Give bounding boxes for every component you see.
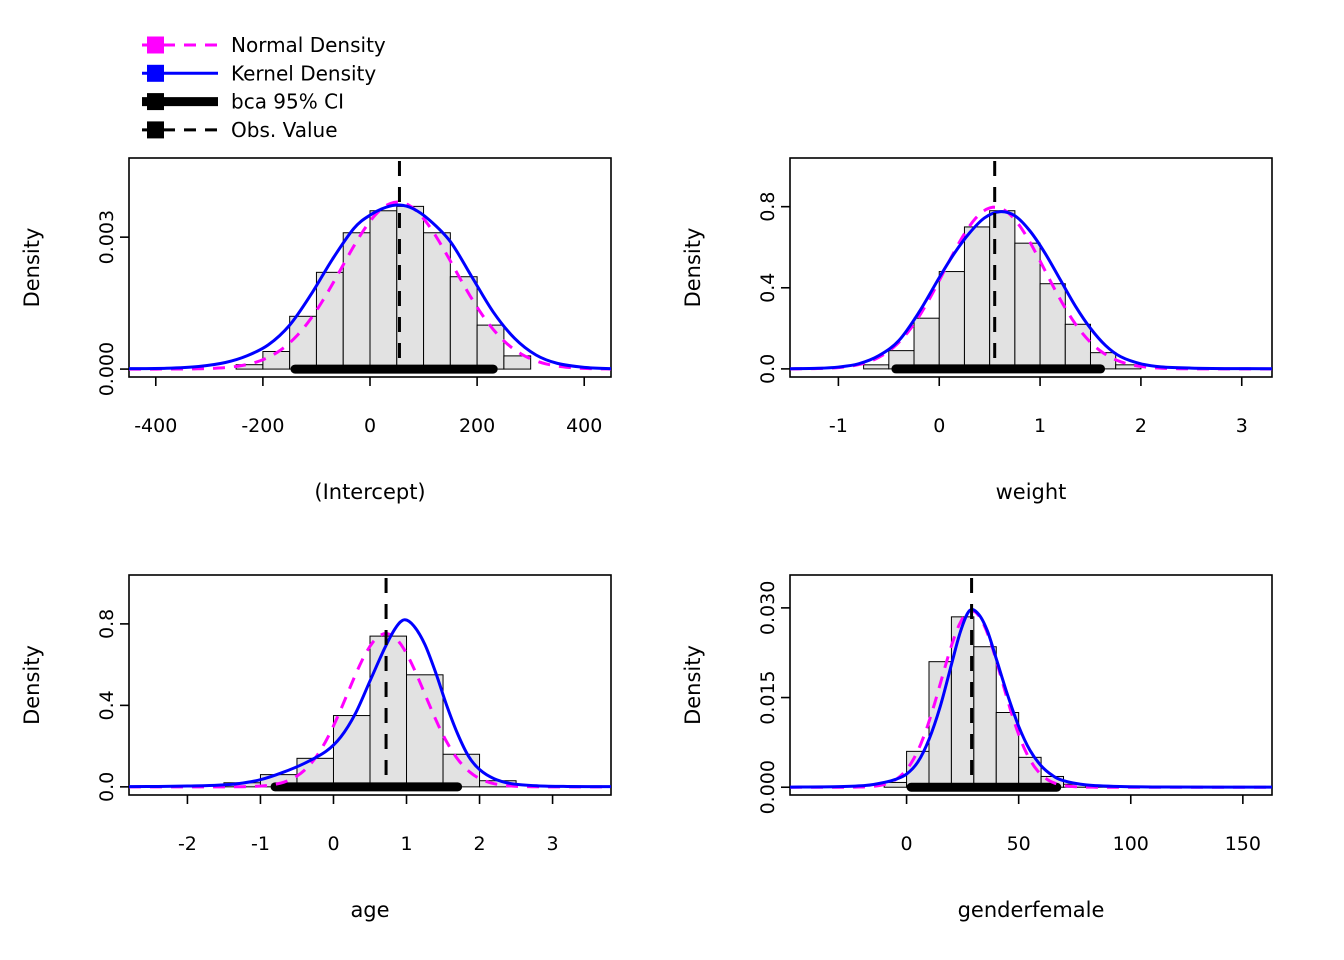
x-tick-label: 3 — [1236, 415, 1248, 437]
histogram — [235, 205, 532, 370]
x-tick-label: -1 — [829, 415, 848, 437]
ci-swatch — [147, 93, 164, 111]
kernel-density-curve — [789, 210, 1273, 371]
y-tick-label: 0.0 — [96, 772, 118, 802]
panel-genderfemale: 0 50 100 150 genderfemale 0.000 0.015 0.030 Dens… — [681, 574, 1273, 922]
y-axis-title: Density — [20, 228, 44, 308]
y-axis: 0.0 0.4 0.8 Density — [681, 192, 790, 384]
histogram — [863, 210, 1142, 370]
x-tick-label: 0 — [327, 833, 339, 855]
y-tick-label: 0.8 — [96, 609, 118, 639]
x-tick-label: 2 — [1135, 415, 1147, 437]
kernel-density-curve — [128, 618, 612, 789]
x-axis-title: weight — [996, 480, 1067, 504]
x-tick-label: -400 — [134, 415, 177, 437]
x-tick-label: 100 — [1113, 833, 1149, 855]
x-tick-label: 1 — [400, 833, 412, 855]
hist-bar — [369, 210, 398, 370]
legend-label: Kernel Density — [231, 61, 376, 85]
y-tick-label: 0.003 — [96, 210, 118, 264]
x-tick-label: -200 — [241, 415, 284, 437]
x-axis: 0 50 100 150 genderfemale — [901, 795, 1261, 922]
hist-bar — [369, 635, 408, 788]
y-axis: 0.000 0.015 0.030 Density — [681, 581, 790, 814]
hist-bar — [938, 271, 965, 370]
y-axis-title: Density — [681, 228, 705, 308]
x-axis-title: (Intercept) — [314, 480, 425, 504]
y-axis-title: Density — [20, 645, 44, 725]
hist-bar — [449, 276, 478, 370]
histogram — [223, 635, 517, 788]
x-axis-title: age — [350, 898, 389, 922]
x-tick-label: 400 — [566, 415, 602, 437]
hist-bar — [406, 674, 444, 788]
x-tick-label: 50 — [1007, 833, 1031, 855]
y-tick-label: 0.015 — [757, 670, 779, 724]
hist-bar — [973, 646, 997, 788]
x-tick-label: 150 — [1225, 833, 1261, 855]
x-tick-label: 200 — [459, 415, 495, 437]
hist-bar — [863, 364, 890, 370]
y-tick-label: 0.0 — [757, 354, 779, 384]
y-tick-label: 0.000 — [96, 342, 118, 396]
x-tick-label: 0 — [364, 415, 376, 437]
kernel-density-curve — [789, 608, 1273, 789]
legend: Normal Density Kernel Density bca 95% CI Ob… — [142, 33, 386, 142]
legend-label: Obs. Value — [231, 118, 338, 142]
y-axis-title: Density — [681, 645, 705, 725]
plot-box — [128, 574, 612, 796]
hist-bar — [913, 317, 940, 370]
hist-bar — [989, 210, 1016, 370]
hist-bar — [995, 712, 1020, 788]
x-tick-label: 2 — [473, 833, 485, 855]
normal-density-curve — [789, 205, 1272, 371]
x-tick-label: -2 — [178, 833, 197, 855]
y-tick-label: 0.4 — [96, 690, 118, 720]
plot-box — [789, 157, 1273, 378]
x-tick-label: 3 — [547, 833, 559, 855]
hist-bar — [342, 232, 371, 370]
x-tick-label: -1 — [251, 833, 270, 855]
y-tick-label: 0.030 — [757, 581, 779, 635]
hist-bar — [1014, 242, 1041, 370]
legend-label: Normal Density — [231, 33, 386, 57]
hist-bar — [963, 226, 991, 370]
plot-box — [789, 574, 1273, 796]
x-tick-label: 1 — [1034, 415, 1046, 437]
panel-intercept: -400 -200 0 200 400 (Intercept) 0.000 0.003 Dens… — [20, 157, 612, 504]
y-axis: 0.000 0.003 Density — [20, 210, 129, 396]
panel-age: -2 -1 0 1 2 3 age 0.0 0.4 0.8 Density — [20, 574, 612, 922]
obs-value-swatch — [147, 121, 164, 139]
x-axis: -1 0 1 2 3 weight — [829, 377, 1248, 504]
hist-bar — [503, 355, 532, 370]
kernel-density-curve — [128, 203, 612, 371]
x-axis-title: genderfemale — [958, 898, 1105, 922]
normal-density-swatch — [147, 36, 164, 54]
hist-bar — [1064, 323, 1091, 370]
y-axis: 0.0 0.4 0.8 Density — [20, 609, 129, 802]
x-tick-label: 0 — [933, 415, 945, 437]
hist-bar — [1039, 283, 1066, 370]
hist-bar — [332, 715, 371, 788]
hist-bar — [476, 324, 505, 370]
y-tick-label: 0.4 — [757, 273, 779, 303]
panel-weight: -1 0 1 2 3 weight 0.0 0.4 0.8 Density — [681, 157, 1273, 504]
x-axis: -400 -200 0 200 400 (Intercept) — [134, 377, 602, 504]
x-axis: -2 -1 0 1 2 3 age — [178, 795, 559, 922]
x-tick-label: 0 — [901, 833, 913, 855]
hist-bar — [442, 753, 481, 788]
kernel-density-swatch — [147, 64, 164, 82]
legend-label: bca 95% CI — [231, 90, 344, 114]
y-tick-label: 0.8 — [757, 192, 779, 222]
hist-bar — [289, 315, 317, 370]
y-tick-label: 0.000 — [757, 760, 779, 814]
